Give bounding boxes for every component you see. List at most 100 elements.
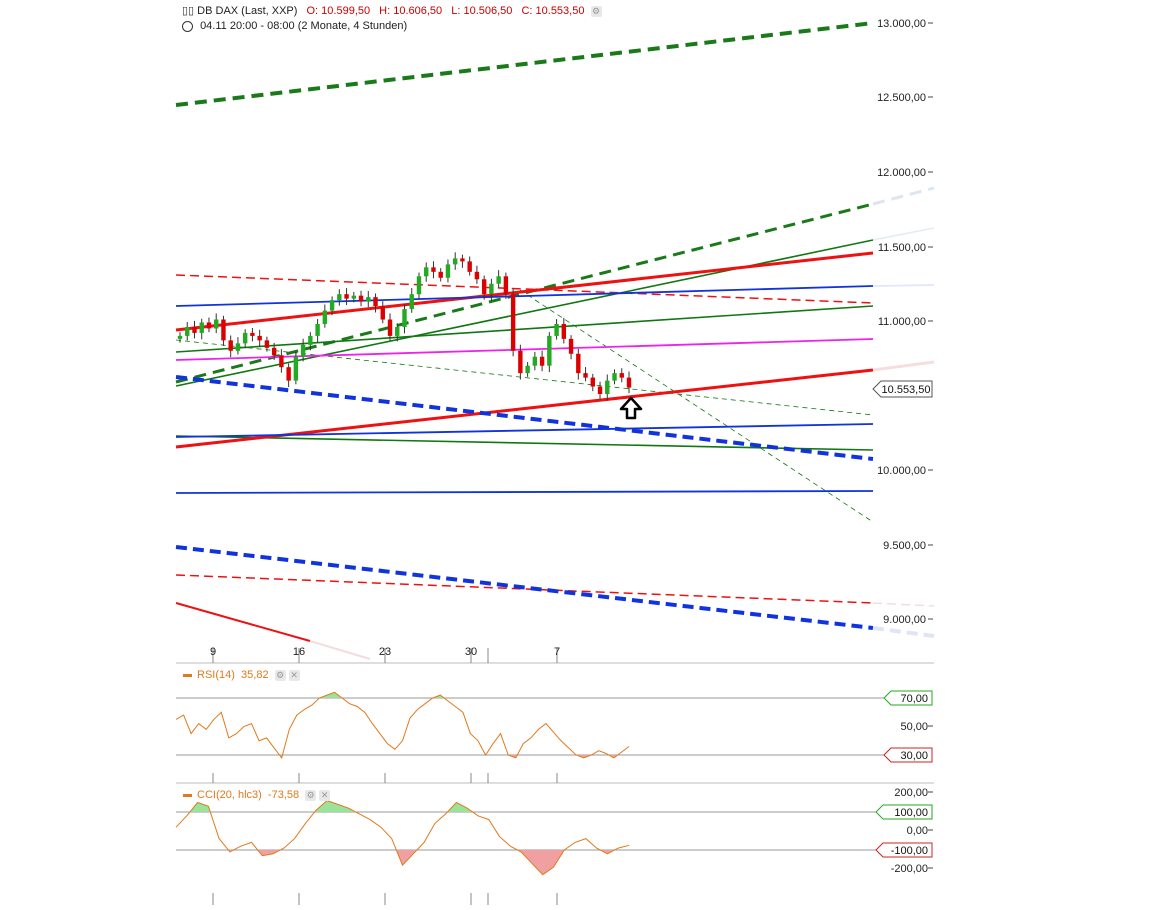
close-value: C: 10.553,50 bbox=[521, 5, 585, 17]
cci-level-label: 100,00 bbox=[894, 807, 928, 819]
trendline-green-thin-dashed bbox=[519, 289, 874, 523]
candle-body bbox=[300, 344, 306, 357]
x-tick-label: 7 bbox=[554, 646, 560, 658]
gear-icon[interactable]: ⚙ bbox=[274, 669, 286, 681]
trendline-red-dashed bbox=[175, 574, 874, 604]
trendline-magenta bbox=[175, 338, 874, 361]
candle-body bbox=[576, 353, 581, 374]
trend-lines bbox=[175, 21, 935, 660]
candle-body bbox=[264, 340, 270, 348]
candle-body bbox=[279, 355, 284, 368]
cci-level-label: 200,00 bbox=[894, 787, 928, 799]
trendline-red bbox=[175, 602, 311, 642]
candle-body bbox=[322, 310, 328, 324]
rsi-level-tag-70 bbox=[883, 690, 933, 706]
candle-body bbox=[474, 271, 480, 280]
cci-level-label: 0,00 bbox=[907, 825, 928, 837]
candle-body bbox=[257, 335, 262, 341]
rsi-panel: 70,00 50,00 30,00 bbox=[175, 690, 933, 763]
cci-level-tag-100 bbox=[875, 804, 933, 820]
x-tick-label: 9 bbox=[210, 646, 216, 658]
candle-body bbox=[612, 373, 617, 381]
rsi-overbought-fill bbox=[319, 692, 444, 698]
candle-body bbox=[242, 332, 248, 344]
candle-body bbox=[416, 276, 422, 295]
cci-name: CCI(20, hlc3) bbox=[197, 789, 262, 801]
last-price-tag bbox=[872, 380, 933, 398]
y-tick-label: 11.500,00 bbox=[878, 242, 926, 254]
candle-body bbox=[214, 319, 219, 329]
candle-body bbox=[452, 258, 458, 265]
candle-body bbox=[525, 365, 530, 374]
trendline-blue-ext bbox=[872, 284, 935, 287]
candle-body bbox=[438, 271, 443, 278]
cci-line bbox=[175, 800, 630, 876]
rsi-level-label: 70,00 bbox=[900, 693, 928, 705]
candle-body bbox=[344, 294, 349, 299]
candle-body bbox=[583, 373, 588, 378]
candle-body bbox=[199, 322, 204, 333]
trendline-blue bbox=[175, 490, 874, 494]
trendline-red-ext bbox=[872, 602, 935, 607]
rsi-name: RSI(14) bbox=[197, 669, 235, 681]
candle-body bbox=[518, 350, 523, 374]
candle-body bbox=[605, 380, 610, 395]
trendline-green bbox=[175, 305, 874, 353]
y-tick-label: 12.500,00 bbox=[877, 92, 926, 104]
candle-body bbox=[409, 294, 414, 310]
cci-oversold-fill bbox=[228, 850, 615, 875]
trendline-blue bbox=[175, 423, 874, 438]
gear-icon[interactable]: ⚙ bbox=[305, 789, 317, 801]
candle-body bbox=[271, 347, 277, 356]
candle-body bbox=[445, 264, 451, 278]
rsi-line bbox=[175, 691, 630, 760]
candle-body bbox=[250, 332, 255, 336]
close-icon[interactable]: ✕ bbox=[288, 669, 300, 681]
price-axis: 13.000,00 12.500,00 12.000,00 11.500,00 … bbox=[877, 18, 926, 626]
candle-body bbox=[424, 267, 429, 277]
candle-body bbox=[308, 335, 313, 345]
open-value: O: 10.599,50 bbox=[306, 5, 371, 17]
rsi-value: 35,82 bbox=[241, 669, 269, 681]
clock-icon bbox=[182, 20, 193, 32]
candle-body bbox=[235, 343, 241, 351]
instrument-title: DB DAX (Last, XXP) bbox=[197, 5, 298, 17]
candle-body bbox=[395, 326, 400, 336]
cci-value: -73,58 bbox=[267, 789, 300, 801]
trendline-blue-dashed bbox=[175, 375, 874, 461]
candle-body bbox=[366, 297, 371, 302]
candle-body bbox=[590, 377, 595, 387]
trendline-green-thin-dashed bbox=[175, 339, 874, 416]
cci-level-label: -100,00 bbox=[891, 845, 928, 857]
candle-body bbox=[561, 323, 567, 339]
candle-body bbox=[221, 319, 226, 341]
trendline-blue-dashed bbox=[175, 545, 874, 630]
candle-body bbox=[286, 367, 291, 381]
candle-body bbox=[597, 386, 603, 395]
y-tick-label: 9.000,00 bbox=[883, 614, 926, 626]
candle-body bbox=[496, 276, 501, 284]
gear-icon[interactable]: ⚙ bbox=[590, 5, 602, 17]
y-tick-label: 13.000,00 bbox=[877, 18, 926, 30]
candle-body bbox=[489, 283, 494, 295]
x-tick-label: 23 bbox=[379, 646, 391, 658]
candle-body bbox=[337, 294, 342, 301]
x-tick-label: 16 bbox=[293, 646, 305, 658]
close-icon[interactable]: ✕ bbox=[319, 789, 331, 801]
candle-body bbox=[315, 323, 320, 336]
candle-body bbox=[568, 338, 574, 354]
candle-body bbox=[329, 300, 335, 311]
trendline-green-ext bbox=[872, 227, 935, 241]
candle-body bbox=[373, 297, 378, 307]
candle-body bbox=[387, 319, 393, 336]
cci-level-label: -200,00 bbox=[891, 863, 928, 875]
y-tick-label: 10.000,00 bbox=[877, 465, 926, 477]
candle-body bbox=[402, 309, 407, 327]
high-value: H: 10.606,50 bbox=[379, 5, 443, 17]
candle-body bbox=[539, 356, 545, 366]
x-tick-label: 30 bbox=[465, 646, 477, 658]
candle-body bbox=[626, 377, 632, 388]
candlestick-icon: ▯▯ bbox=[182, 5, 195, 17]
